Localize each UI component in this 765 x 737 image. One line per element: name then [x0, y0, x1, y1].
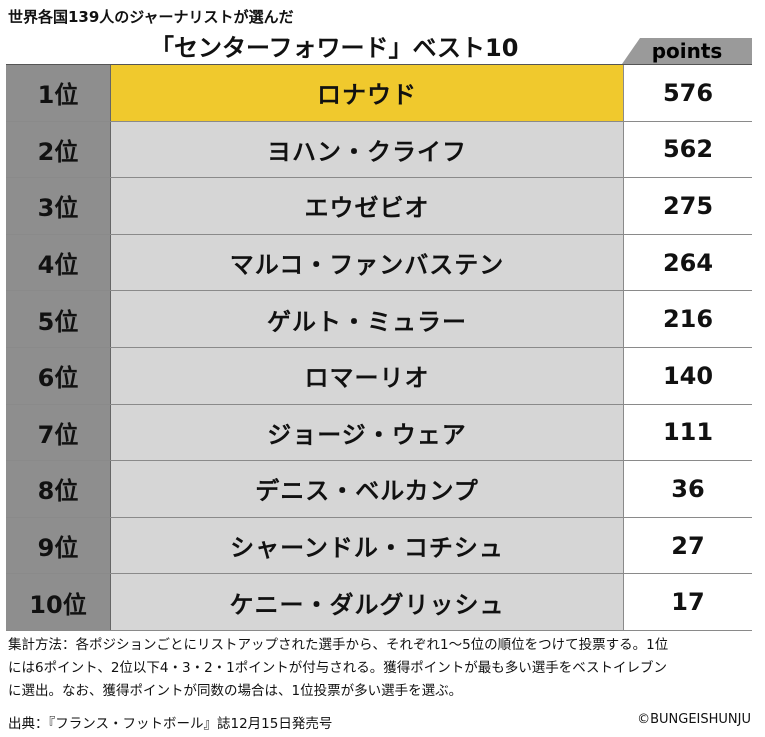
source-text: 出典：『フランス・フットボール』誌12月15日発売号: [8, 716, 333, 732]
table-row: 10位 ケニー・ダルグリッシュ 17: [6, 574, 752, 631]
table-row: 1位 ロナウド 576: [6, 65, 752, 122]
points-column-header: points: [622, 38, 752, 64]
chart-subtitle: 世界各国139人のジャーナリストが選んだ: [8, 8, 294, 26]
player-name-cell: エウゼビオ: [111, 178, 623, 234]
player-name-cell: ゲルト・ミュラー: [111, 291, 623, 347]
table-row: 7位 ジョージ・ウェア 111: [6, 404, 752, 462]
methodology-note: 集計方法：各ポジションごとにリストアップされた選手から、それぞれ1〜5位の順位を…: [8, 634, 758, 703]
rank-cell: 5位: [6, 291, 111, 347]
note-line-2: には6ポイント、2位以下4・3・2・1ポイントが付与される。獲得ポイントが最も多…: [8, 660, 668, 676]
table-row: 4位 マルコ・ファンバステン 264: [6, 234, 752, 292]
player-name-cell: ロマーリオ: [111, 347, 623, 404]
points-cell: 17: [623, 574, 752, 630]
player-name-cell: ロナウド: [111, 65, 623, 121]
table-row: 8位 デニス・ベルカンプ 36: [6, 461, 752, 518]
table-row: 9位 シャーンドル・コチシュ 27: [6, 517, 752, 575]
points-cell: 216: [623, 291, 752, 347]
points-cell: 275: [623, 178, 752, 234]
rank-cell: 1位: [6, 65, 111, 121]
rank-cell: 2位: [6, 121, 111, 178]
player-name-cell: シャーンドル・コチシュ: [111, 517, 623, 574]
points-cell: 264: [623, 234, 752, 291]
table-row: 6位 ロマーリオ 140: [6, 347, 752, 405]
points-cell: 562: [623, 121, 752, 178]
player-name-cell: ケニー・ダルグリッシュ: [111, 574, 623, 630]
table-row: 5位 ゲルト・ミュラー 216: [6, 291, 752, 348]
points-cell: 111: [623, 404, 752, 461]
points-cell: 140: [623, 347, 752, 404]
rank-cell: 6位: [6, 347, 111, 404]
table-row: 2位 ヨハン・クライフ 562: [6, 121, 752, 179]
note-line-1: 集計方法：各ポジションごとにリストアップされた選手から、それぞれ1〜5位の順位を…: [8, 637, 669, 653]
points-cell: 27: [623, 517, 752, 574]
rank-cell: 3位: [6, 178, 111, 234]
player-name-cell: ジョージ・ウェア: [111, 404, 623, 461]
player-name-cell: ヨハン・クライフ: [111, 121, 623, 178]
rank-cell: 9位: [6, 517, 111, 574]
ranking-table: 1位 ロナウド 576 2位 ヨハン・クライフ 562 3位 エウゼビオ 275 4位 マルコ・ファ…: [6, 64, 752, 631]
player-name-cell: デニス・ベルカンプ: [111, 461, 623, 517]
player-name-cell: マルコ・ファンバステン: [111, 234, 623, 291]
note-line-3: に選出。なお、獲得ポイントが同数の場合は、1位投票が多い選手を選ぶ。: [8, 683, 463, 699]
rank-cell: 4位: [6, 234, 111, 291]
rank-cell: 10位: [6, 574, 111, 630]
chart-title: 「センターフォワード」ベスト10: [150, 34, 519, 62]
table-row: 3位 エウゼビオ 275: [6, 178, 752, 235]
rank-cell: 8位: [6, 461, 111, 517]
points-cell: 576: [623, 65, 752, 121]
copyright-credit: ©BUNGEISHUNJU: [637, 712, 751, 727]
rank-cell: 7位: [6, 404, 111, 461]
points-cell: 36: [623, 461, 752, 517]
